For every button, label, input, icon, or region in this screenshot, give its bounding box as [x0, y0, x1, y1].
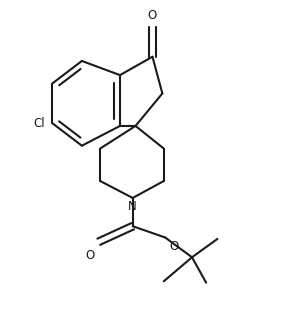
Text: Cl: Cl — [33, 116, 45, 130]
Text: N: N — [128, 200, 137, 213]
Text: O: O — [169, 240, 179, 253]
Text: O: O — [85, 249, 94, 262]
Text: O: O — [148, 9, 157, 22]
